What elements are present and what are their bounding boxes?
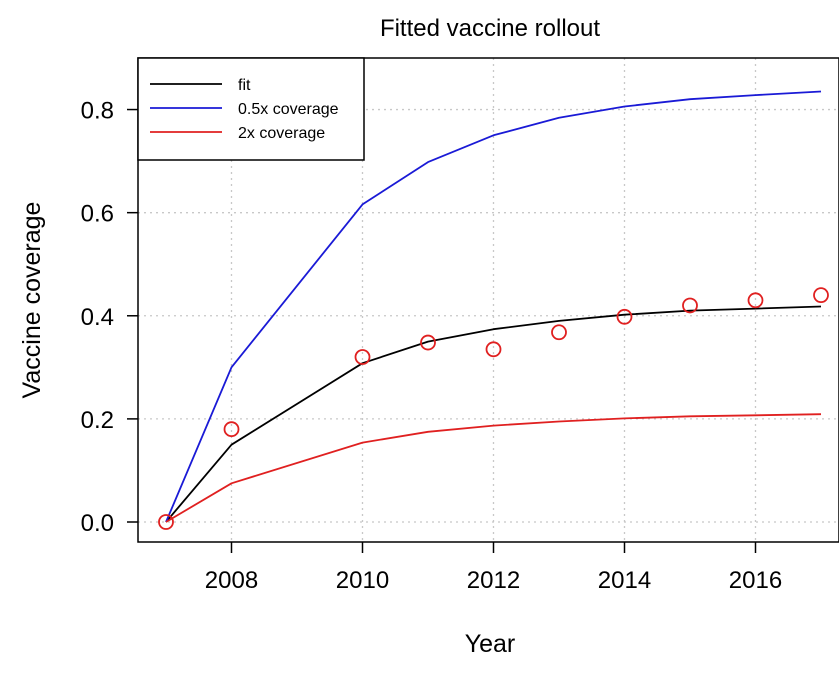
x-axis-label: Year [465,630,516,658]
legend-label-0: fit [238,77,251,94]
legend-label-1: 0.5x coverage [238,101,339,118]
x-axis: 2008 2010 2012 2014 2016 [205,542,782,594]
data-point [682,297,698,314]
x-tick-label: 2012 [467,567,520,594]
data-point [420,334,436,351]
data-point [485,341,502,358]
grid [138,58,839,542]
y-tick-label: 0.2 [81,407,114,434]
x-tick-label: 2008 [205,567,258,594]
x-tick-label: 2014 [598,567,651,594]
data-point [813,287,829,304]
data-point [551,324,567,341]
legend: fit 0.5x coverage 2x coverage [137,57,365,161]
y-tick-label: 0.0 [81,510,114,537]
x-tick-label: 2010 [336,567,389,594]
y-axis-label: Vaccine coverage [18,202,46,399]
y-axis: 0.0 0.2 0.4 0.6 0.8 [81,98,138,537]
series-line-1 [165,90,822,523]
data-point [354,349,371,365]
y-tick-label: 0.8 [81,98,114,125]
legend-box [137,57,365,161]
series-line-0 [165,305,822,523]
chart-title: Fitted vaccine rollout [380,15,600,42]
data-point [223,421,240,438]
y-tick-label: 0.6 [81,201,114,228]
data-point [158,514,174,530]
y-tick-label: 0.4 [81,304,114,331]
data-point [616,308,633,325]
plot-frame [137,57,839,543]
series-lines [165,90,822,523]
observed-points [158,287,829,530]
legend-label-2: 2x coverage [238,125,325,142]
data-point [747,292,764,309]
x-tick-label: 2016 [729,567,782,594]
series-line-2 [165,413,822,523]
